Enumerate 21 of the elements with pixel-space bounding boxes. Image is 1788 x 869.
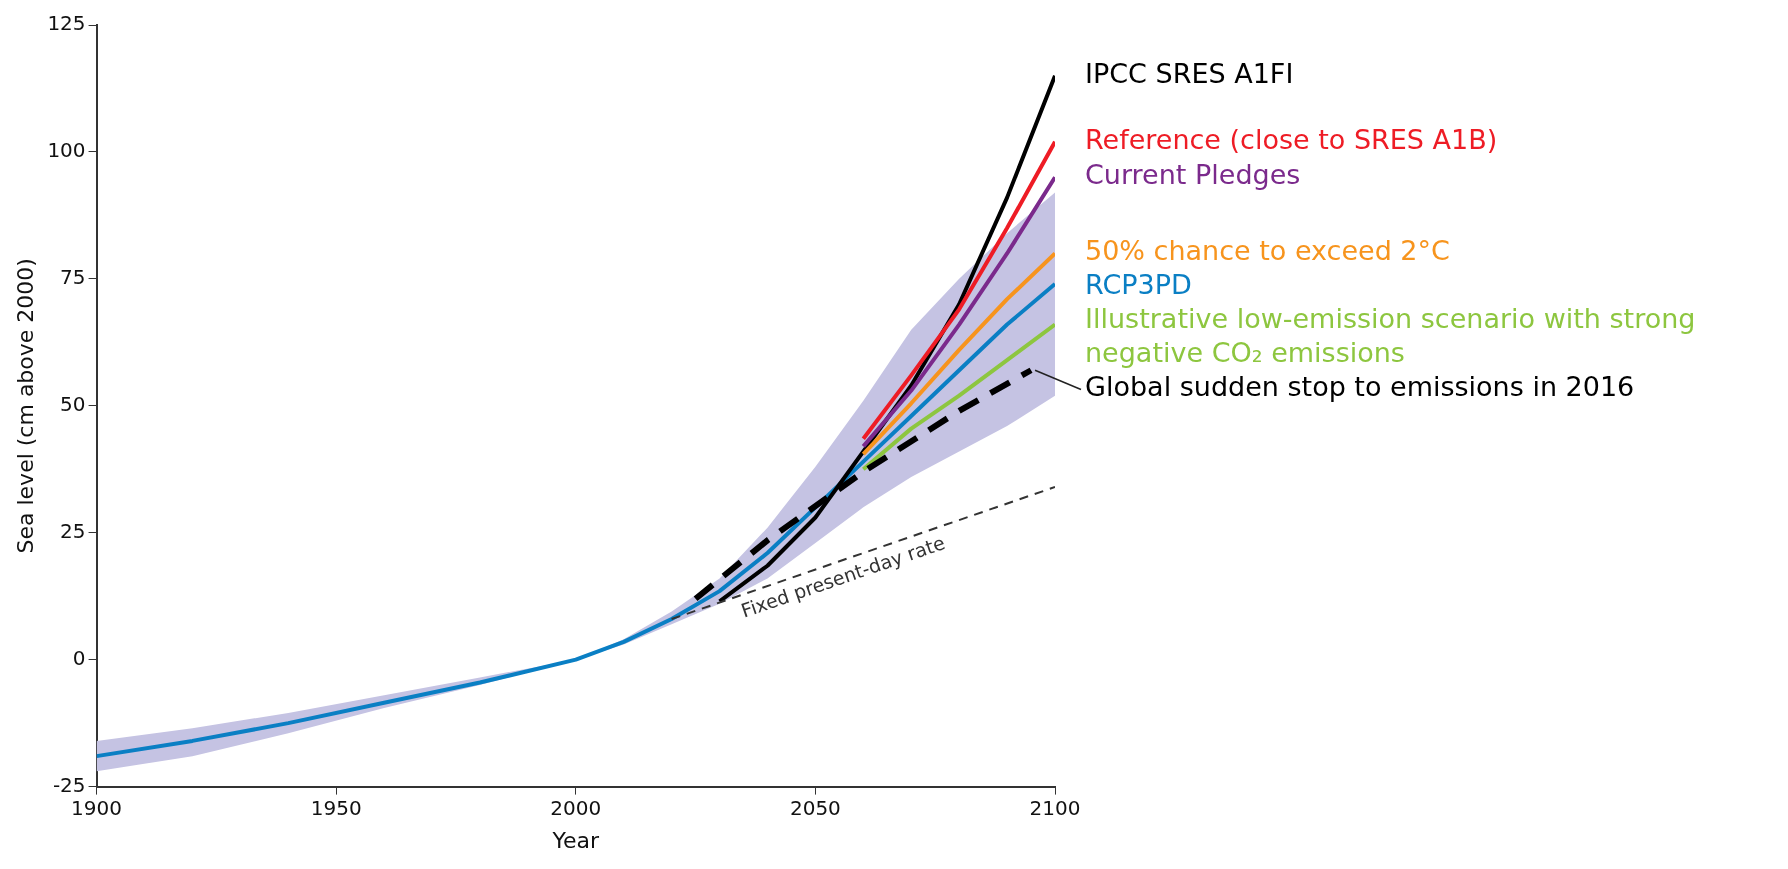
series-label: RCP3PD (1085, 269, 1192, 301)
x-tick-label: 2000 (550, 795, 602, 820)
series-label: Global sudden stop to emissions in 2016 (1085, 371, 1635, 403)
y-tick-label: 75 (60, 265, 86, 290)
x-tick-label: 2050 (789, 795, 841, 820)
series-label: 50% chance to exceed 2°C (1085, 235, 1450, 267)
x-tick-label: 1900 (71, 795, 123, 820)
x-axis-title: Year (551, 827, 601, 853)
y-tick-label: 0 (72, 645, 86, 670)
x-tick-label: 2100 (1029, 795, 1081, 820)
y-tick-label: 100 (47, 138, 86, 163)
y-tick-label: 25 (60, 518, 86, 543)
x-tick-label: 1950 (310, 795, 362, 820)
series-label: Reference (close to SRES A1B) (1085, 123, 1498, 155)
y-tick-label: 50 (60, 392, 86, 416)
y-tick-label: -25 (52, 772, 86, 797)
series-label: Illustrative low-emission scenario with strong negative CO₂ emissions (1085, 303, 1696, 369)
y-axis-title: Sea level (cm above 2000) (12, 258, 38, 554)
series-label: IPCC SRES A1FI (1085, 57, 1294, 89)
series-label: Current Pledges (1085, 159, 1301, 191)
y-tick-label: 125 (47, 11, 86, 36)
